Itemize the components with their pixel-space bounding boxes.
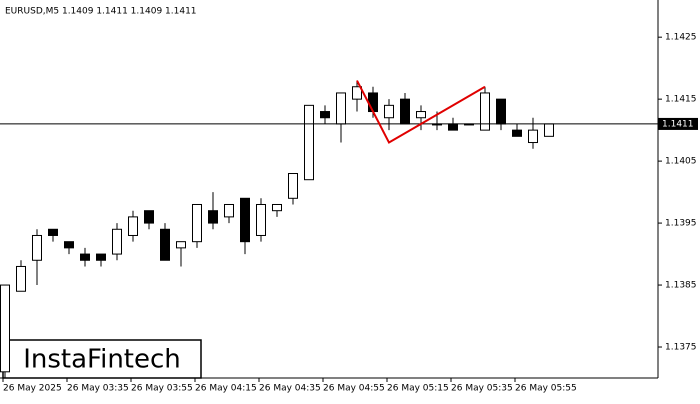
logo-box [2,339,202,379]
candle-body [256,203,266,236]
y-tick-label: 1.1375 [665,343,697,353]
candle-body [96,253,106,261]
y-tick-label: 1.1425 [665,33,697,43]
candle-body [368,92,378,113]
candle-body [128,216,138,236]
candle-body [400,98,410,125]
pattern-line [356,80,486,144]
y-tick-label: 1.1415 [665,95,697,105]
candle-body [512,129,522,137]
candle-body [64,241,74,249]
candle-body [496,98,506,125]
x-tick-label: 26 May 05:35 [451,384,513,394]
candle-body [272,203,282,212]
candle-body [320,111,330,119]
y-tick-label: 1.1405 [665,157,697,167]
candle-body [528,129,538,144]
candle-body [192,203,202,243]
logo: InstaFintech [23,345,181,375]
x-tick-label: 26 May 03:35 [67,384,129,394]
x-tick-label: 26 May 04:35 [259,384,321,394]
candle-body [288,173,298,199]
candle-body [144,210,154,224]
x-tick-label: 26 May 05:55 [515,384,577,394]
candle-body [416,111,426,119]
candle-body [32,234,42,261]
candle-body [480,92,490,131]
price-label-box [658,117,698,130]
candle-body [224,203,234,218]
candle-body [384,104,394,119]
candle-body [448,123,458,131]
candle-body [208,210,218,224]
candle-body [352,86,362,100]
y-tick-label: 1.1395 [665,219,697,229]
candle-body [160,228,170,261]
x-tick-label: 26 May 2025 [3,384,62,394]
price-label: 1.1411 [662,119,694,129]
candle-body [336,92,346,125]
candle-body [176,241,186,249]
chart-title: EURUSD,M5 1.1409 1.1411 1.1409 1.1411 [5,7,197,17]
candle-body [16,265,26,292]
x-tick-label: 26 May 03:55 [131,384,193,394]
candle-body [240,197,250,243]
candle-body [0,284,10,373]
candle-body [112,228,122,255]
x-tick-label: 26 May 04:55 [323,384,385,394]
candle-body [48,228,58,236]
candle-body [304,104,314,181]
candle-body [544,123,554,137]
x-tick-label: 26 May 04:15 [195,384,257,394]
x-tick-label: 26 May 05:15 [387,384,449,394]
y-tick-label: 1.1385 [665,281,697,291]
candle-body [80,253,90,261]
